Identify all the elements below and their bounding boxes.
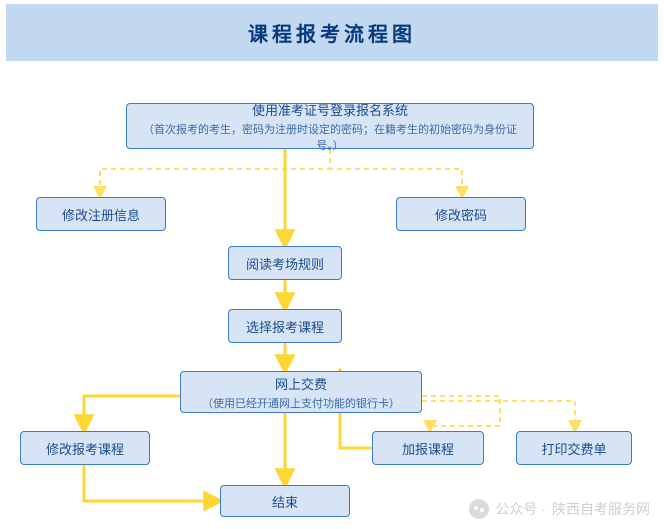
title-banner: 课程报考流程图	[6, 4, 658, 61]
wechat-icon	[469, 499, 489, 519]
node-select_course: 选择报考课程	[228, 309, 342, 343]
node-pay: 网上交费 （使用已经开通网上支付功能的银行卡）	[180, 371, 422, 413]
edge-6	[422, 396, 500, 431]
watermark: 公众号 · 陕西自考服务网	[469, 499, 650, 519]
node-login: 使用准考证号登录报名系统（首次报考的考生，密码为注册时设定的密码；在籍考生的初始…	[126, 103, 534, 149]
node-label: 结束	[272, 492, 298, 511]
node-label: 修改密码	[435, 205, 487, 224]
flowchart-canvas: 使用准考证号登录报名系统 （首次报考的考生，密码为注册时设定的密码；在籍考生的初始…	[0, 61, 664, 521]
edge-7	[422, 401, 575, 431]
node-sublabel: （使用已经开通网上支付功能的银行卡）	[202, 395, 400, 411]
node-label: 阅读考场规则	[246, 254, 324, 273]
node-end: 结束	[220, 485, 350, 517]
node-label: 打印交费单	[541, 439, 606, 458]
edge-9	[84, 465, 220, 501]
watermark-prefix: 公众号 ·	[495, 499, 546, 519]
node-label: 修改注册信息	[62, 205, 140, 224]
node-label: 使用准考证号登录报名系统	[252, 100, 408, 119]
node-label: 修改报考课程	[46, 439, 124, 458]
node-label: 加报课程	[402, 439, 454, 458]
watermark-name: 陕西自考服务网	[552, 499, 650, 519]
node-sublabel: （首次报考的考生，密码为注册时设定的密码；在籍考生的初始密码为身份证号。）	[133, 121, 527, 153]
node-modify_course: 修改报考课程	[20, 431, 150, 465]
title-text: 课程报考流程图	[248, 24, 416, 46]
node-modify_reg: 修改注册信息	[36, 197, 166, 231]
node-label: 网上交费	[275, 374, 327, 393]
edge-1	[330, 149, 462, 197]
node-print: 打印交费单	[516, 431, 632, 465]
edge-8	[84, 396, 180, 431]
node-add_course: 加报课程	[372, 431, 484, 465]
node-read_rules: 阅读考场规则	[228, 246, 342, 280]
node-label: 选择报考课程	[246, 317, 324, 336]
edge-0	[100, 149, 330, 197]
node-modify_pwd: 修改密码	[396, 197, 526, 231]
